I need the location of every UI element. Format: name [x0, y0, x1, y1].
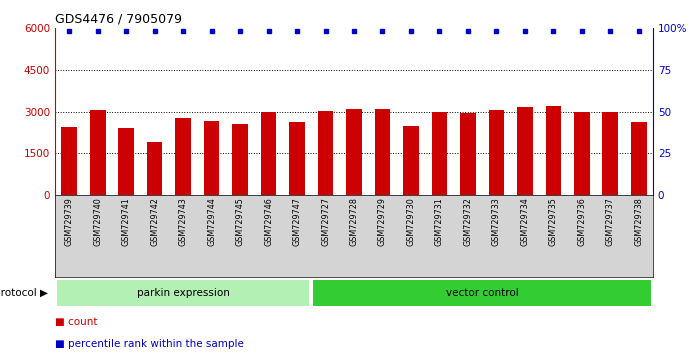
Bar [232, 124, 248, 195]
Bar [602, 112, 618, 195]
Bar [289, 122, 305, 195]
Text: GDS4476 / 7905079: GDS4476 / 7905079 [55, 12, 182, 25]
Text: GSM729728: GSM729728 [350, 198, 359, 246]
Text: GSM729734: GSM729734 [520, 198, 529, 246]
Text: GSM729745: GSM729745 [236, 198, 244, 246]
Bar [318, 111, 334, 195]
Text: GSM729730: GSM729730 [406, 198, 415, 246]
Text: protocol ▶: protocol ▶ [0, 288, 48, 298]
Bar [90, 110, 105, 195]
Bar [631, 122, 646, 195]
Text: GSM729732: GSM729732 [463, 198, 473, 246]
Text: parkin expression: parkin expression [137, 288, 230, 298]
Bar [119, 128, 134, 195]
Bar [346, 109, 362, 195]
Text: GSM729733: GSM729733 [492, 198, 501, 246]
Text: GSM729741: GSM729741 [121, 198, 131, 246]
Bar [431, 112, 447, 195]
Bar [375, 109, 390, 195]
Bar [57, 280, 309, 307]
Text: vector control: vector control [446, 288, 519, 298]
Text: GSM729742: GSM729742 [150, 198, 159, 246]
Bar [61, 127, 77, 195]
Text: GSM729735: GSM729735 [549, 198, 558, 246]
Text: ■ count: ■ count [55, 316, 98, 327]
Bar [546, 105, 561, 195]
Text: GSM729743: GSM729743 [179, 198, 188, 246]
Bar [403, 126, 419, 195]
Bar [204, 121, 219, 195]
Text: GSM729739: GSM729739 [65, 198, 74, 246]
Text: GSM729744: GSM729744 [207, 198, 216, 246]
Text: GSM729737: GSM729737 [606, 198, 615, 246]
Bar [489, 110, 504, 195]
Text: GSM729731: GSM729731 [435, 198, 444, 246]
Text: GSM729747: GSM729747 [292, 198, 302, 246]
Bar [574, 112, 590, 195]
Text: ■ percentile rank within the sample: ■ percentile rank within the sample [55, 339, 244, 349]
Bar [313, 280, 651, 307]
Bar [175, 119, 191, 195]
Text: GSM729746: GSM729746 [264, 198, 273, 246]
Bar [261, 112, 276, 195]
Bar [147, 142, 163, 195]
Text: GSM729738: GSM729738 [634, 198, 644, 246]
Text: GSM729729: GSM729729 [378, 198, 387, 246]
Text: GSM729727: GSM729727 [321, 198, 330, 246]
Bar [460, 113, 476, 195]
Text: GSM729736: GSM729736 [577, 198, 586, 246]
Bar [517, 107, 533, 195]
Text: GSM729740: GSM729740 [94, 198, 102, 246]
